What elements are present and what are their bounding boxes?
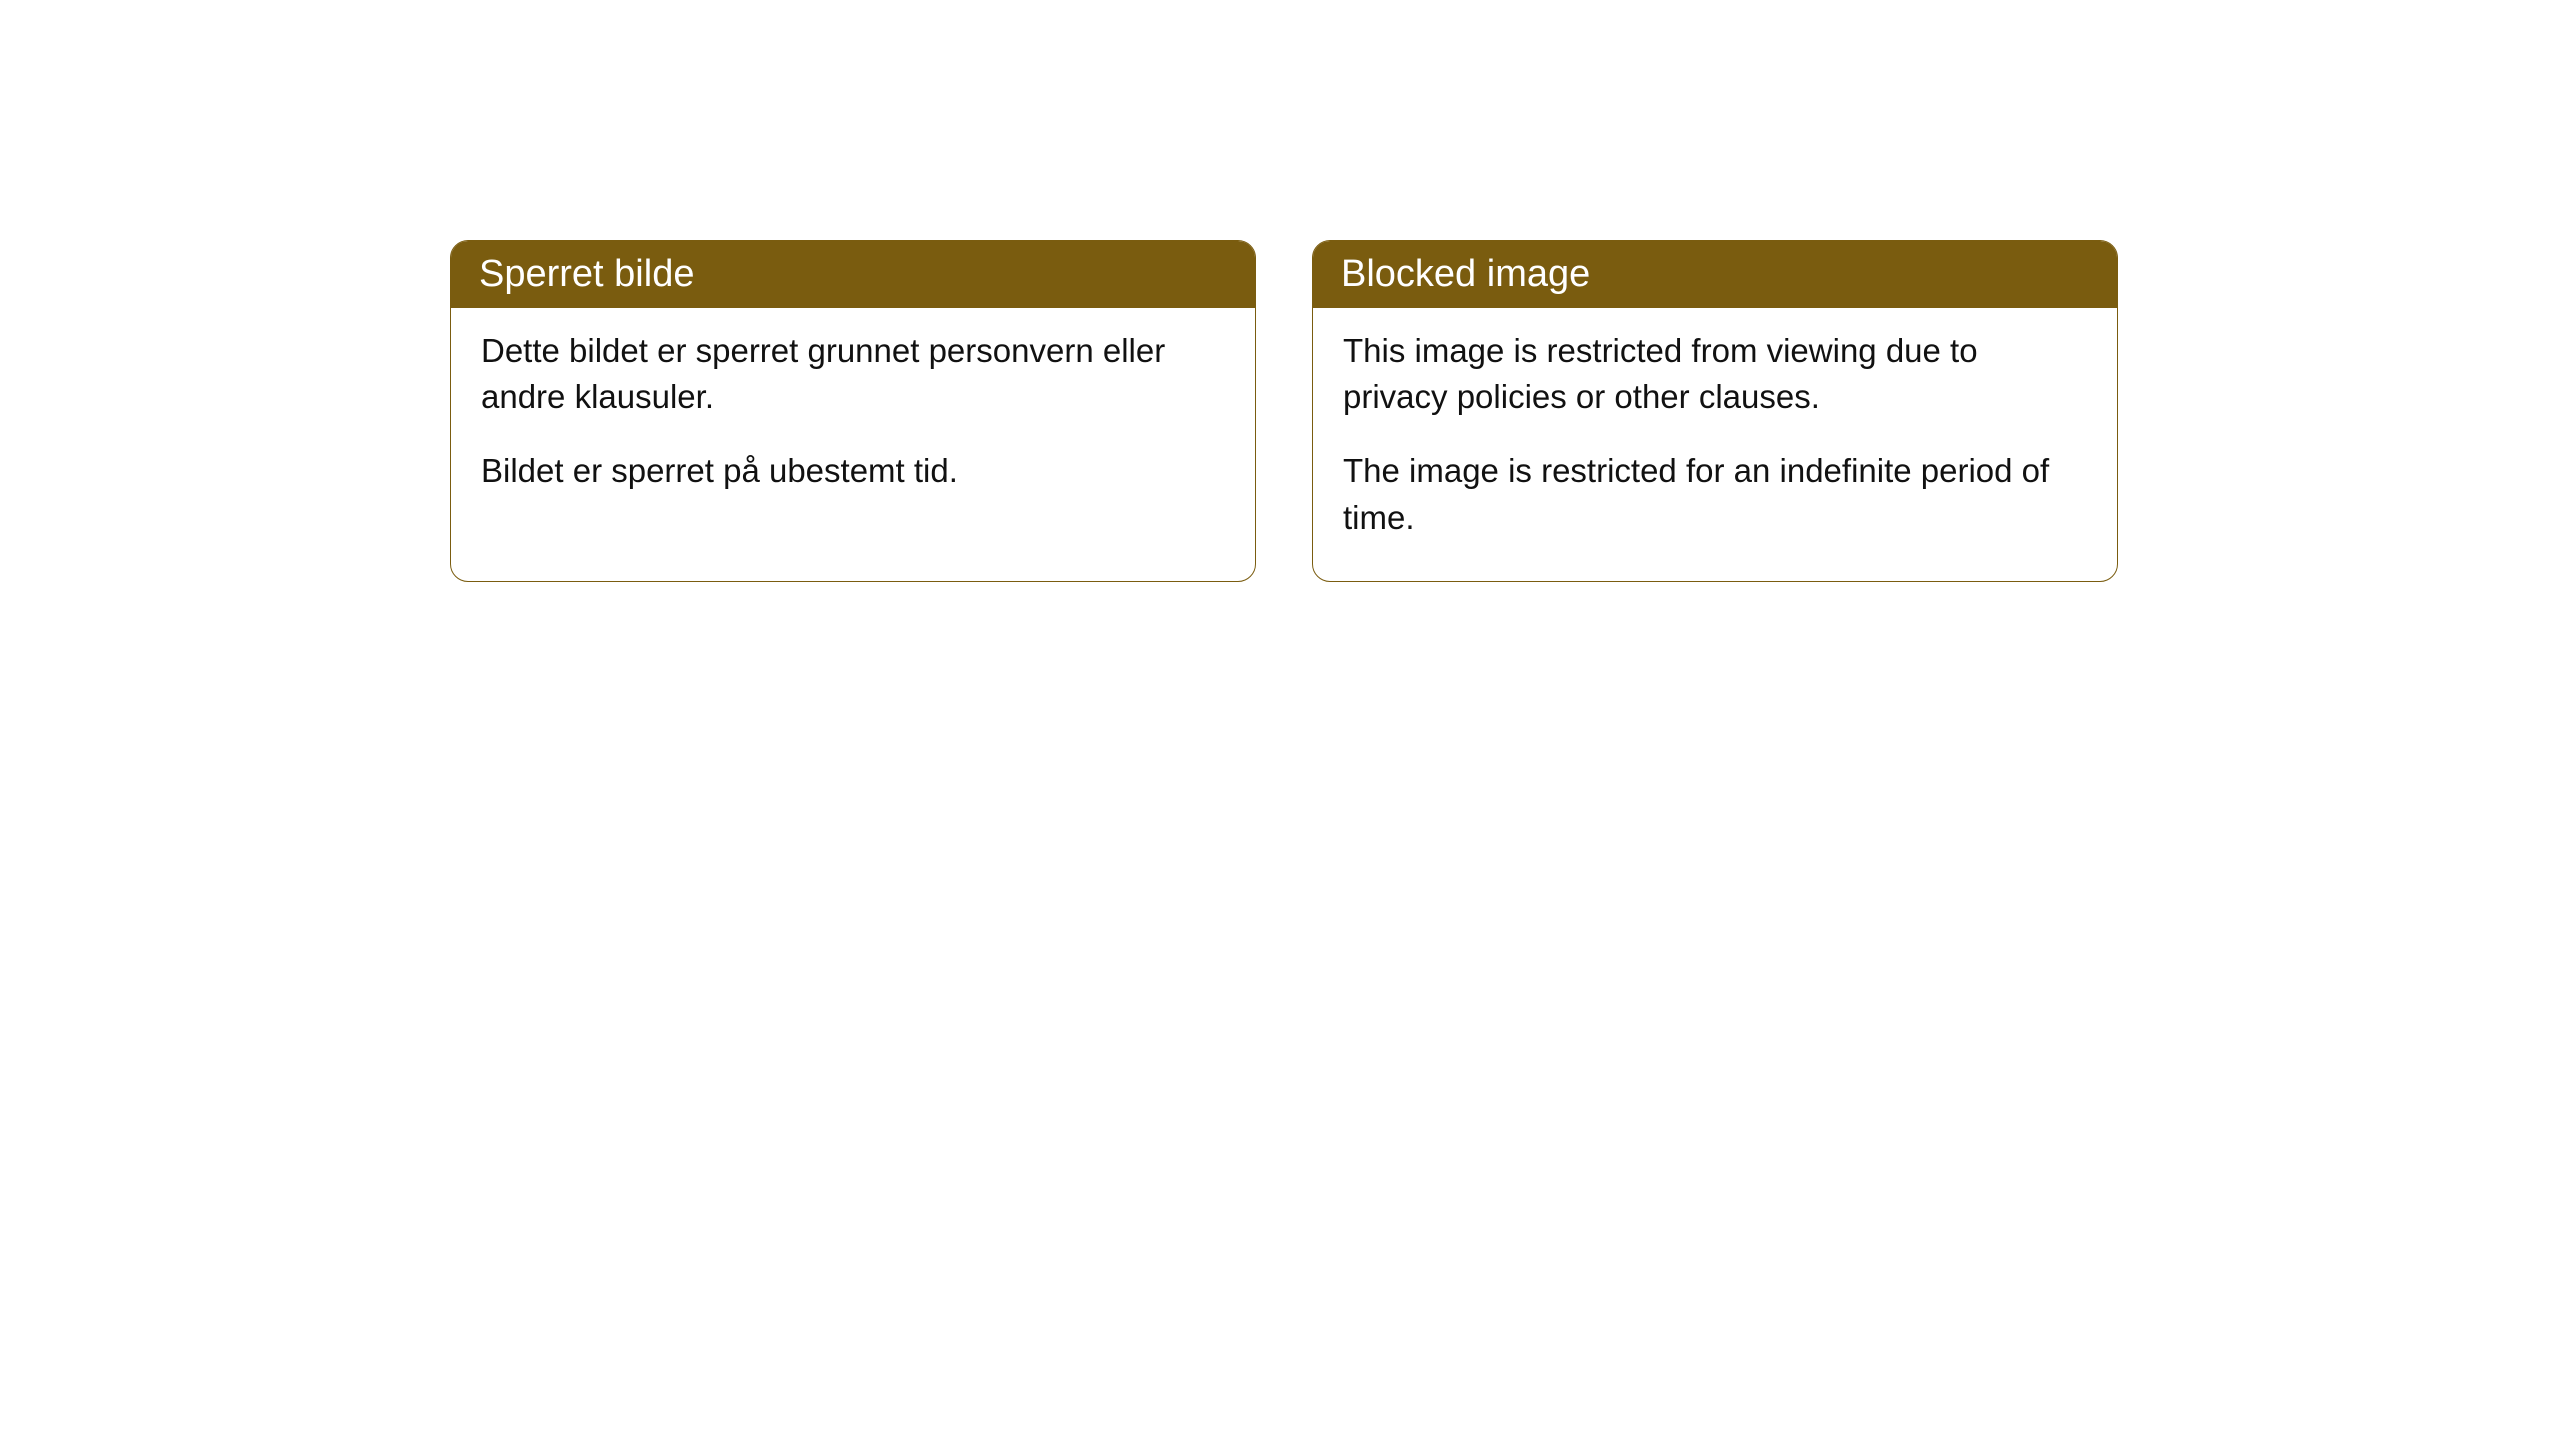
card-title: Blocked image xyxy=(1341,253,1590,295)
notice-card-english: Blocked image This image is restricted f… xyxy=(1312,240,2118,582)
card-paragraph: The image is restricted for an indefinit… xyxy=(1343,448,2087,540)
notice-cards-container: Sperret bilde Dette bildet er sperret gr… xyxy=(0,0,2560,582)
card-body: Dette bildet er sperret grunnet personve… xyxy=(451,308,1255,535)
card-title: Sperret bilde xyxy=(479,253,694,295)
notice-card-norwegian: Sperret bilde Dette bildet er sperret gr… xyxy=(450,240,1256,582)
card-header: Blocked image xyxy=(1313,241,2117,308)
card-paragraph: Bildet er sperret på ubestemt tid. xyxy=(481,448,1225,494)
card-body: This image is restricted from viewing du… xyxy=(1313,308,2117,581)
card-paragraph: Dette bildet er sperret grunnet personve… xyxy=(481,328,1225,420)
card-header: Sperret bilde xyxy=(451,241,1255,308)
card-paragraph: This image is restricted from viewing du… xyxy=(1343,328,2087,420)
